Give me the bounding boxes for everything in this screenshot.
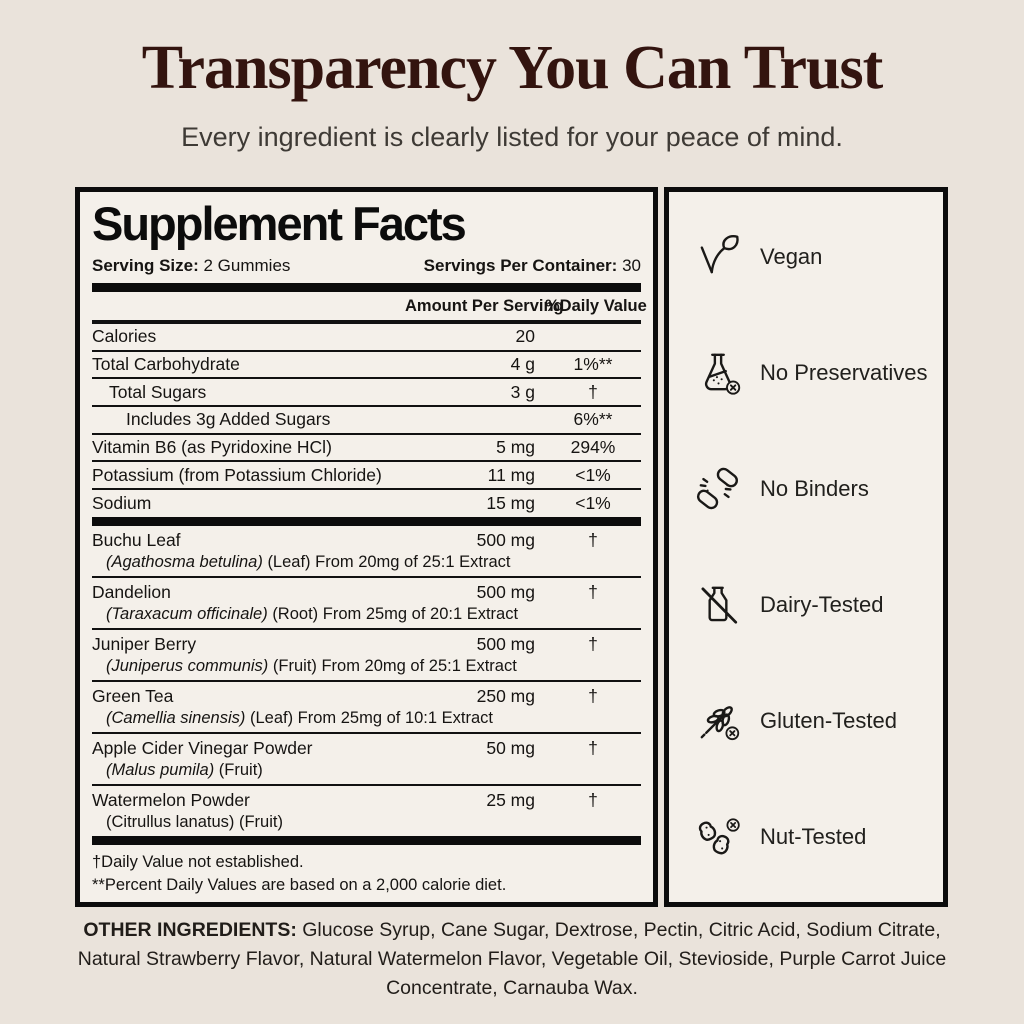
botanical-dv: † <box>588 686 598 707</box>
nutrient-row: Vitamin B6 (as Pyridoxine HCl) 5 mg 294% <box>92 435 641 463</box>
serving-size: Serving Size: 2 Gummies <box>92 256 290 276</box>
nutrient-name: Total Sugars <box>109 381 207 402</box>
nutrient-name: Sodium <box>92 493 152 514</box>
page-subtitle: Every ingredient is clearly listed for y… <box>181 122 843 152</box>
botanical-name: Juniper Berry <box>92 634 197 655</box>
badge-item: Nut-Tested <box>693 812 935 862</box>
dairy-tested-milk-icon <box>701 586 738 624</box>
badge-label: Dairy-Tested <box>760 592 884 617</box>
botanical-subtext: (Malus pumila) (Fruit) <box>106 761 263 780</box>
other-ingredients-text: Glucose Syrup, Cane Sugar, Dextrose, Pec… <box>77 919 947 999</box>
section-divider <box>92 282 641 292</box>
badge-item: No Binders <box>693 464 935 514</box>
badge-item: Dairy-Tested <box>693 580 935 630</box>
column-header-dv: %Daily Value <box>545 296 647 315</box>
botanical-amount: 25 mg <box>486 790 535 811</box>
servings-value: 30 <box>622 255 641 275</box>
badge-item: Gluten-Tested <box>693 696 935 746</box>
section-divider <box>92 836 641 846</box>
nutrient-name: Calories <box>92 326 157 347</box>
nutrient-name: Vitamin B6 (as Pyridoxine HCl) <box>92 436 332 457</box>
badge-label: Nut-Tested <box>760 824 867 849</box>
badge-item: No Preservatives <box>693 348 935 398</box>
nutrient-amount: 5 mg <box>496 436 535 457</box>
botanical-dv: † <box>588 582 598 603</box>
column-header-row: Amount Per Serving %Daily Value <box>92 292 647 324</box>
botanical-name: Buchu Leaf <box>92 530 181 551</box>
nutrient-amount: 20 <box>515 326 535 347</box>
nutrient-amount: 15 mg <box>486 493 535 514</box>
badge-label: Gluten-Tested <box>760 708 897 733</box>
nutrient-row: Includes 3g Added Sugars 6%** <box>92 407 641 435</box>
botanical-subtext: (Juniperus communis) (Fruit) From 20mg o… <box>106 657 517 676</box>
botanical-name: Watermelon Powder <box>92 790 250 811</box>
nutrient-dv: <1% <box>575 464 611 485</box>
column-header-amount: Amount Per Serving <box>405 296 564 315</box>
botanical-amount: 500 mg <box>476 530 535 551</box>
botanical-row: Juniper Berry 500 mg † (Juniperus commun… <box>92 630 641 683</box>
no-binders-broken-chain-icon <box>696 467 738 510</box>
badge-label: No Binders <box>760 476 869 501</box>
botanical-name: Dandelion <box>92 582 171 603</box>
vegan-leaf-icon <box>700 235 739 274</box>
botanical-row: Apple Cider Vinegar Powder 50 mg † (Malu… <box>92 734 641 787</box>
nutrient-dv: <1% <box>575 493 611 514</box>
botanical-name: Apple Cider Vinegar Powder <box>92 738 313 759</box>
serving-size-label: Serving Size: <box>92 255 199 275</box>
nutrient-row: Total Sugars 3 g † <box>92 379 641 407</box>
nutrient-row: Potassium (from Potassium Chloride) 11 m… <box>92 462 641 490</box>
nutrient-name: Potassium (from Potassium Chloride) <box>92 464 382 485</box>
other-ingredients: OTHER INGREDIENTS: Glucose Syrup, Cane S… <box>52 916 972 1003</box>
section-divider <box>92 517 641 527</box>
servings-label: Servings Per Container: <box>423 255 618 275</box>
botanical-amount: 500 mg <box>476 634 535 655</box>
botanical-name: Green Tea <box>92 686 174 707</box>
botanical-row: Dandelion 500 mg † (Taraxacum officinale… <box>92 578 641 631</box>
nut-tested-peanut-icon <box>698 818 740 855</box>
other-ingredients-label: OTHER INGREDIENTS: <box>83 919 297 941</box>
nutrient-amount: 11 mg <box>487 464 535 485</box>
botanical-dv: † <box>588 790 598 811</box>
botanical-row: Watermelon Powder 25 mg † (Citrullus lan… <box>92 786 641 836</box>
nutrient-dv: 1%** <box>573 353 613 374</box>
page-title: Transparency You Can Trust <box>141 34 884 102</box>
botanical-subtext: (Taraxacum officinale) (Root) From 25mg … <box>106 605 519 624</box>
nutrient-amount: 4 g <box>510 353 535 374</box>
footnotes: †Daily Value not established. **Percent … <box>92 845 641 896</box>
badges-panel: Vegan No Preservatives <box>664 187 948 907</box>
botanical-subtext: (Camellia sinensis) (Leaf) From 25mg of … <box>106 709 493 728</box>
nutrient-dv: † <box>588 381 598 402</box>
nutrient-row: Calories 20 <box>92 324 641 352</box>
botanical-row: Buchu Leaf 500 mg † (Agathosma betulina)… <box>92 526 641 579</box>
botanical-row: Green Tea 250 mg † (Camellia sinensis) (… <box>92 682 641 735</box>
footnote: †Daily Value not established. <box>92 853 304 872</box>
botanical-amount: 50 mg <box>486 738 535 759</box>
botanical-subtext: (Citrullus lanatus) (Fruit) <box>106 813 283 832</box>
botanical-amount: 500 mg <box>476 582 535 603</box>
nutrient-amount: 3 g <box>510 381 535 402</box>
servings-per-container: Servings Per Container: 30 <box>424 256 641 276</box>
nutrient-name: Total Carbohydrate <box>92 353 240 374</box>
botanical-amount: 250 mg <box>476 686 535 707</box>
botanical-dv: † <box>588 634 598 655</box>
badge-label: No Preservatives <box>760 360 928 385</box>
nutrient-row: Sodium 15 mg <1% <box>92 490 641 518</box>
supplement-facts-panel: Supplement Facts Serving Size: 2 Gummies… <box>75 187 658 907</box>
footnote: **Percent Daily Values are based on a 2,… <box>92 875 507 894</box>
badge-item: Vegan <box>693 232 935 282</box>
nutrient-row: Total Carbohydrate 4 g 1%** <box>92 352 641 380</box>
badge-label: Vegan <box>760 244 823 269</box>
no-preservatives-flask-icon <box>704 353 741 395</box>
botanical-dv: † <box>588 738 598 759</box>
supplement-facts-title: Supplement Facts <box>92 197 467 250</box>
nutrient-name: Includes 3g Added Sugars <box>126 409 331 430</box>
gluten-tested-wheat-icon <box>700 706 740 741</box>
serving-size-value: 2 Gummies <box>203 255 291 275</box>
serving-info-row: Serving Size: 2 Gummies Servings Per Con… <box>92 256 641 283</box>
botanical-dv: † <box>588 530 598 551</box>
nutrient-dv: 294% <box>570 436 616 457</box>
botanical-subtext: (Agathosma betulina) (Leaf) From 20mg of… <box>106 553 511 572</box>
nutrient-dv: 6%** <box>573 409 613 430</box>
